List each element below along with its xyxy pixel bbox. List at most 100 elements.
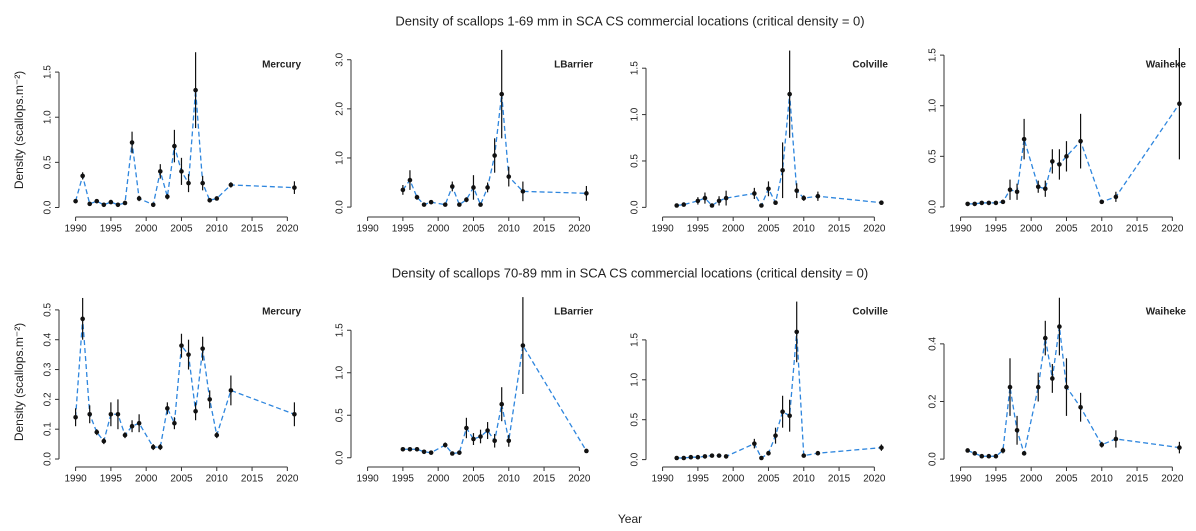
point — [193, 408, 198, 414]
point — [979, 200, 985, 206]
y-tick-label: 0.5 — [630, 154, 641, 168]
y-tick-label: 0.4 — [43, 332, 54, 346]
y-tick-label: 0.5 — [335, 408, 346, 422]
point — [421, 449, 427, 455]
point — [1099, 199, 1105, 205]
y-tick-label: 0.1 — [43, 422, 54, 436]
x-tick-label: 2020 — [276, 474, 299, 485]
x-tick-label: 2010 — [1091, 474, 1114, 485]
y-tick-label: 0.5 — [43, 303, 54, 317]
point — [449, 184, 455, 189]
point — [1042, 335, 1048, 341]
x-tick-label: 1990 — [949, 224, 972, 235]
point — [801, 195, 807, 201]
y-tick-label: 0.0 — [928, 452, 939, 466]
point — [101, 202, 107, 208]
point — [207, 197, 213, 203]
point — [292, 185, 297, 190]
point — [1035, 384, 1041, 390]
point — [478, 202, 483, 207]
row-title: Density of scallops 70-89 mm in SCA CS c… — [392, 265, 868, 280]
point — [478, 434, 483, 439]
point — [179, 169, 184, 174]
point — [752, 191, 757, 196]
point — [702, 454, 708, 459]
point — [766, 450, 771, 456]
y-tick-label: 1.5 — [630, 61, 641, 75]
x-tick-label: 2005 — [170, 474, 193, 485]
point — [136, 196, 142, 201]
point — [506, 438, 512, 444]
point — [485, 185, 490, 190]
y-tick-label: 1.0 — [630, 107, 641, 121]
point — [442, 202, 448, 207]
x-tick-label: 2005 — [1055, 474, 1078, 485]
y-tick-label: 0.4 — [928, 336, 939, 350]
point — [993, 200, 999, 206]
point — [172, 420, 177, 426]
point — [520, 343, 526, 348]
x-tick-label: 2015 — [241, 224, 264, 235]
point — [122, 432, 128, 438]
point — [1021, 451, 1027, 456]
x-tick-label: 2010 — [793, 474, 816, 485]
x-tick-label: 1995 — [985, 474, 1008, 485]
x-tick-label: 2015 — [533, 474, 556, 485]
x-tick-label: 2010 — [1091, 224, 1114, 235]
x-tick-label: 2005 — [757, 474, 780, 485]
y-tick-label: 1.0 — [335, 365, 346, 379]
row-title: Density of scallops 1-69 mm in SCA CS co… — [395, 13, 864, 28]
point — [1078, 404, 1083, 410]
point — [972, 451, 978, 456]
point — [101, 438, 107, 444]
point — [179, 343, 184, 348]
x-tick-label: 2010 — [206, 474, 229, 485]
point — [1113, 436, 1119, 442]
point — [815, 193, 821, 199]
point — [1050, 159, 1055, 164]
point — [1177, 101, 1182, 107]
x-tick-label: 2020 — [863, 224, 886, 235]
x-tick-label: 2015 — [241, 474, 264, 485]
point — [1014, 189, 1020, 195]
point — [1064, 154, 1069, 159]
point — [584, 191, 589, 196]
point — [1057, 162, 1062, 167]
y-tick-label: 1.0 — [335, 151, 346, 165]
x-tick-label: 2015 — [1126, 474, 1149, 485]
y-tick-label: 0.0 — [43, 200, 54, 214]
x-tick-label: 1995 — [100, 474, 123, 485]
point — [794, 188, 800, 193]
point — [1035, 184, 1041, 189]
x-tick-label: 2020 — [276, 224, 299, 235]
y-tick-label: 0.0 — [928, 200, 939, 214]
x-tick-label: 1995 — [985, 224, 1008, 235]
x-tick-label: 1990 — [356, 224, 379, 235]
point — [787, 91, 792, 97]
y-tick-label: 0.5 — [928, 149, 939, 163]
x-tick-label: 2000 — [135, 474, 158, 485]
series-line — [676, 94, 882, 207]
x-tick-label: 2005 — [462, 474, 485, 485]
point — [688, 454, 694, 460]
point — [485, 428, 490, 433]
point — [879, 445, 884, 450]
point — [407, 446, 413, 452]
point — [228, 388, 234, 393]
point — [695, 198, 701, 204]
point — [1099, 442, 1105, 448]
point — [979, 453, 985, 459]
point — [94, 429, 100, 435]
point — [801, 453, 807, 458]
point — [584, 448, 589, 454]
panel-title: Waiheke — [1146, 60, 1187, 71]
y-tick-label: 0.5 — [630, 412, 641, 426]
point — [115, 202, 121, 208]
point — [421, 202, 427, 207]
point — [457, 202, 462, 207]
point — [87, 411, 93, 417]
x-tick-label: 1990 — [356, 474, 379, 485]
point — [1050, 376, 1055, 381]
point — [165, 194, 170, 199]
